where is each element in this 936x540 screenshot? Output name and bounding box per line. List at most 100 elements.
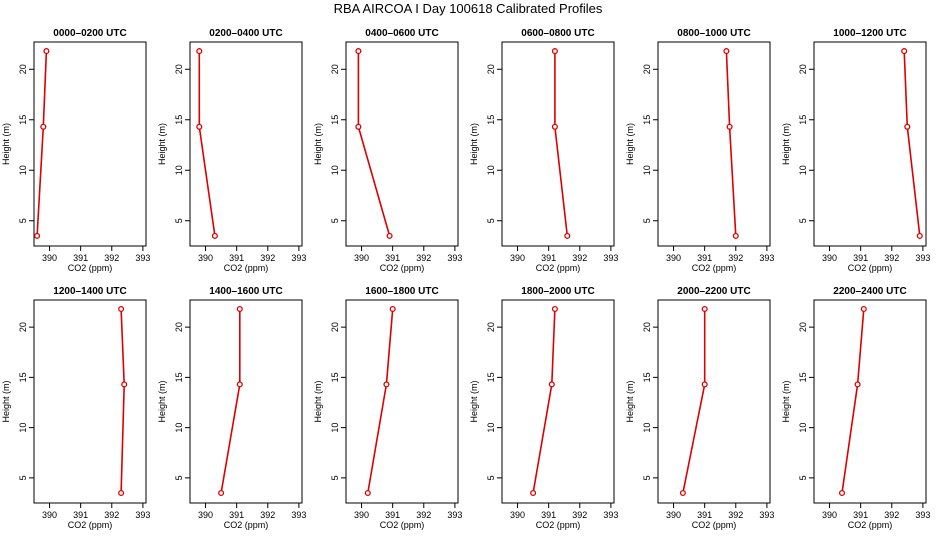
data-point <box>236 381 243 388</box>
y-tick-label: 15 <box>798 115 808 125</box>
y-axis-label: Height (m) <box>1 123 11 165</box>
plot-frame <box>189 41 303 247</box>
y-axis-label: Height (m) <box>469 123 479 165</box>
data-point <box>43 48 50 55</box>
y-tick-label: 15 <box>330 372 340 382</box>
data-point <box>860 305 867 313</box>
x-tick-label: 393 <box>135 253 150 263</box>
data-point <box>218 489 225 497</box>
profile-panel: 0400–0600 UTC 390 391 392 393 5 10 15 20 CO2 (ppm… <box>313 28 462 273</box>
y-tick-label: 5 <box>174 218 184 223</box>
data-point <box>723 48 730 55</box>
y-tick-label: 10 <box>330 423 340 433</box>
profile-line <box>554 51 569 236</box>
y-tick-label: 20 <box>486 322 496 332</box>
panel-title: 2000–2200 UTC <box>677 286 750 297</box>
profile-panel: 0200–0400 UTC 390 391 392 393 5 10 15 20 CO2 (ppm… <box>157 28 306 273</box>
data-point <box>701 305 708 313</box>
x-tick-label: 390 <box>198 510 213 520</box>
panel-title: 2200–2400 UTC <box>833 286 906 297</box>
y-tick-label: 10 <box>18 165 28 175</box>
y-tick-label: 5 <box>642 475 652 480</box>
profile-line <box>220 309 241 494</box>
profile-panel: 2200–2400 UTC 390 391 392 393 5 10 15 20 CO2 (ppm… <box>781 286 930 530</box>
panel-title: 1200–1400 UTC <box>53 286 126 297</box>
panel-title: 0000–0200 UTC <box>53 28 126 39</box>
y-tick-label: 5 <box>330 475 340 480</box>
y-tick-label: 5 <box>18 475 28 480</box>
x-tick-label: 390 <box>354 510 369 520</box>
data-point <box>838 489 846 497</box>
x-tick-label: 391 <box>697 510 712 520</box>
profile-panel: 0600–0800 UTC 390 391 392 393 5 10 15 20 CO2 (ppm… <box>469 28 618 273</box>
x-axis-label: CO2 (ppm) <box>692 520 737 530</box>
panel-title: 0200–0400 UTC <box>209 28 282 39</box>
x-tick-label: 390 <box>822 253 837 263</box>
plot-frame <box>501 299 615 504</box>
y-tick-label: 5 <box>330 218 340 223</box>
y-tick-label: 20 <box>174 322 184 332</box>
y-tick-label: 10 <box>174 165 184 175</box>
profile-panel: 1600–1800 UTC 390 391 392 393 5 10 15 20 CO2 (ppm… <box>313 286 462 530</box>
y-axis-label: Height (m) <box>469 380 479 422</box>
y-tick-label: 10 <box>486 423 496 433</box>
y-axis-label: Height (m) <box>157 123 167 165</box>
profile-panel: 1400–1600 UTC 390 391 392 393 5 10 15 20 CO2 (ppm… <box>157 286 306 530</box>
x-tick-label: 392 <box>884 510 899 520</box>
x-tick-label: 392 <box>572 253 587 263</box>
x-tick-label: 392 <box>884 253 899 263</box>
x-tick-label: 391 <box>229 253 244 263</box>
x-tick-label: 390 <box>822 510 837 520</box>
data-point <box>551 48 558 55</box>
data-point <box>564 232 571 239</box>
y-tick-label: 15 <box>174 115 184 125</box>
y-axis-label: Height (m) <box>625 123 635 165</box>
x-tick-label: 393 <box>135 510 150 520</box>
y-tick-label: 5 <box>642 218 652 223</box>
x-tick-label: 391 <box>385 510 400 520</box>
profile-panel: 1000–1200 UTC 390 391 392 393 5 10 15 20 CO2 (ppm… <box>781 28 930 273</box>
data-point <box>679 489 686 497</box>
profile-line <box>532 308 556 494</box>
x-axis-label: CO2 (ppm) <box>68 520 113 530</box>
y-tick-label: 15 <box>18 115 28 125</box>
x-tick-label: 391 <box>697 253 712 263</box>
x-tick-label: 390 <box>510 253 525 263</box>
data-point <box>904 123 911 130</box>
y-axis-label: Height (m) <box>781 380 791 422</box>
x-axis-label: CO2 (ppm) <box>68 263 113 273</box>
profile-panel: 2000–2200 UTC 390 391 392 393 5 10 15 20 CO2 (ppm… <box>625 286 774 530</box>
y-tick-label: 10 <box>642 423 652 433</box>
x-axis-label: CO2 (ppm) <box>692 263 737 273</box>
y-tick-label: 20 <box>330 322 340 332</box>
y-tick-label: 20 <box>642 64 652 74</box>
data-point <box>118 489 125 497</box>
data-point <box>548 381 555 388</box>
y-tick-label: 20 <box>330 64 340 74</box>
x-axis-label: CO2 (ppm) <box>848 520 893 530</box>
x-tick-label: 390 <box>42 253 57 263</box>
x-tick-label: 393 <box>915 510 930 520</box>
y-tick-label: 5 <box>18 218 28 223</box>
panel-title: 0400–0600 UTC <box>365 28 438 39</box>
y-tick-label: 15 <box>174 372 184 382</box>
plot-frame <box>813 299 927 504</box>
y-tick-label: 20 <box>18 322 28 332</box>
y-tick-label: 5 <box>798 475 808 480</box>
plot-frame <box>33 41 147 247</box>
data-point <box>121 381 128 388</box>
x-tick-label: 391 <box>73 253 88 263</box>
x-tick-label: 390 <box>42 510 57 520</box>
x-tick-label: 393 <box>915 253 930 263</box>
profile-panel: 1200–1400 UTC 390 391 392 393 5 10 15 20 CO2 (ppm… <box>1 286 150 530</box>
x-tick-label: 391 <box>541 510 556 520</box>
x-tick-label: 392 <box>260 510 275 520</box>
x-axis-label: CO2 (ppm) <box>848 263 893 273</box>
data-point <box>40 123 47 130</box>
profile-line <box>357 51 391 237</box>
data-point <box>389 305 396 313</box>
y-axis-label: Height (m) <box>313 380 323 422</box>
profile-line <box>841 308 865 494</box>
plot-frame <box>345 299 459 504</box>
